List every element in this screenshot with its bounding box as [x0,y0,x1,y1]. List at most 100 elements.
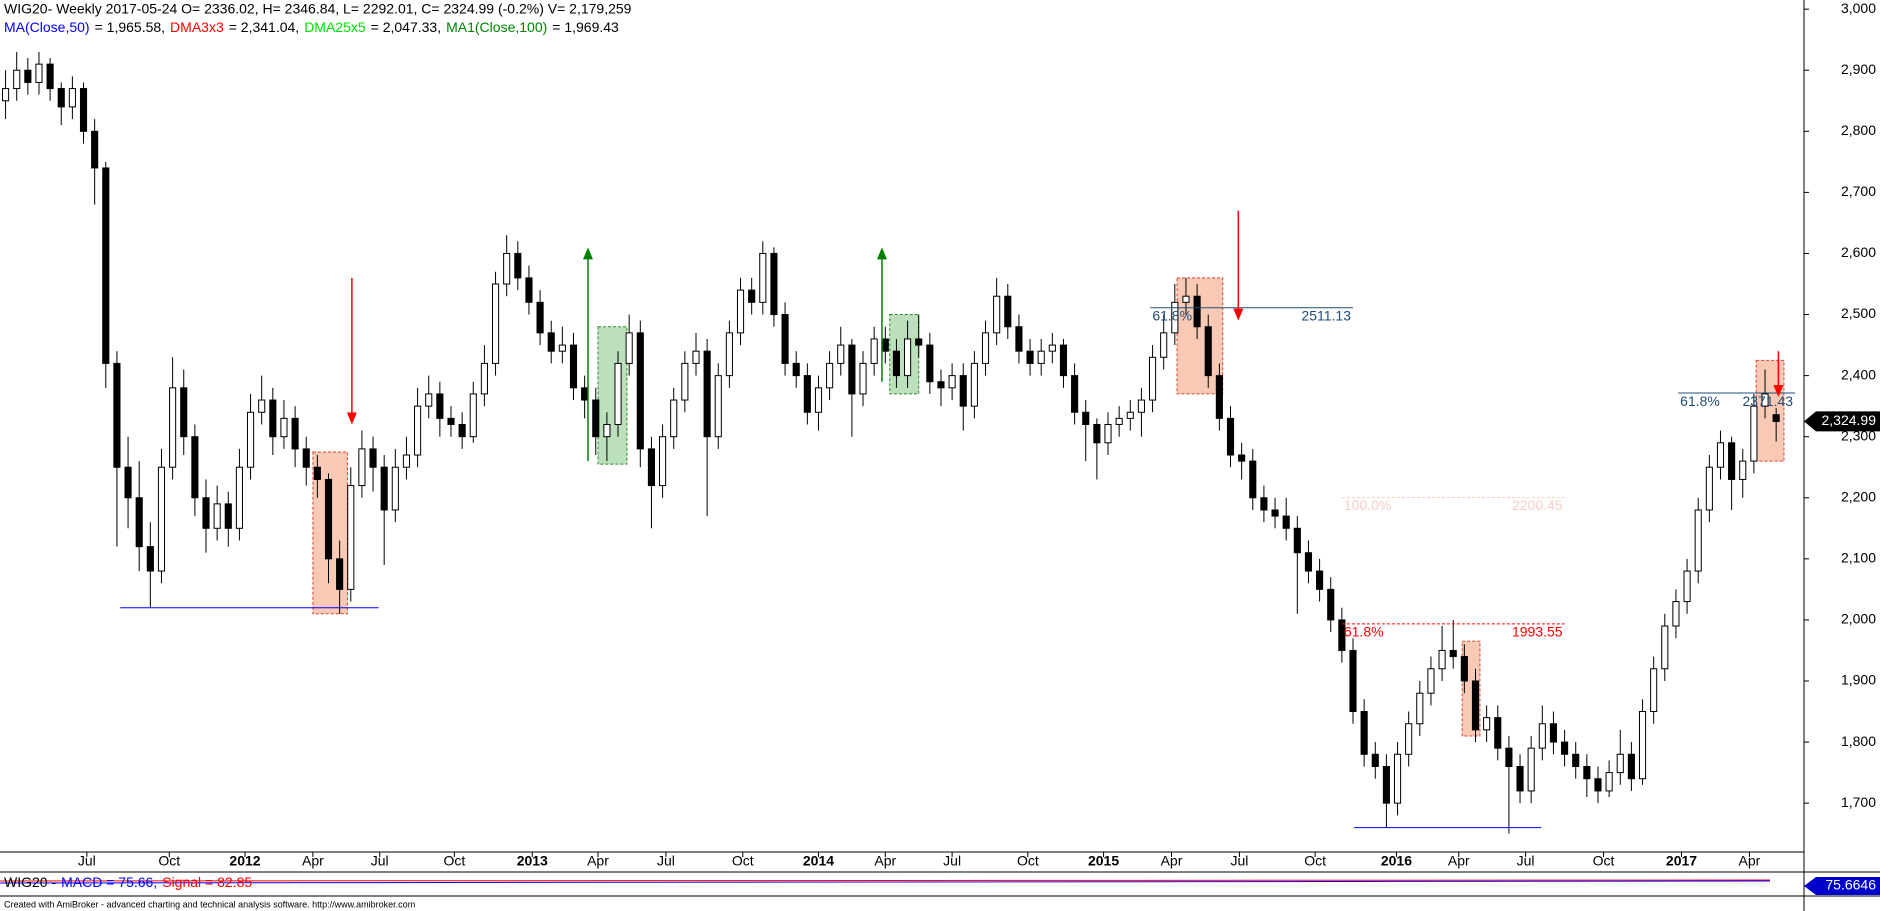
x-tick-label: Jul [943,853,961,869]
candle-body [1627,753,1635,780]
arrow-head [1233,308,1244,321]
candle-body [870,338,878,364]
candle-body [1338,619,1346,651]
candle-body [714,375,722,438]
candle-body [224,503,232,529]
indicator-name: MA(Close,50) [4,19,90,35]
y-tick-label: 2,400 [1841,366,1876,382]
candle-body [68,88,76,108]
candle-body [993,295,1001,334]
x-tick-label: 2014 [803,853,834,869]
candle-body [91,130,99,169]
candle-body [1327,588,1335,621]
macd-tag-label: 75.6646 [1825,877,1876,893]
y-tick-label: 2,700 [1841,183,1876,199]
candle-body [1393,753,1402,804]
candle-body [792,362,800,377]
arrow-head [1773,384,1784,397]
candle-body [848,344,856,395]
macd-signal-line [0,879,1771,882]
candle-body [213,503,221,529]
x-tick-label: Oct [1304,853,1326,869]
candle-body [280,417,288,438]
price-tag-label: 2,324.99 [1822,412,1877,428]
candle-body [781,314,789,364]
candle-body [1716,442,1725,468]
level-label: 61.8% [1680,393,1720,409]
level-label: 61.8% [1344,624,1384,640]
x-tick-label: 2016 [1381,853,1412,869]
candle-body [581,387,589,401]
candle-body [102,167,110,364]
candle-body [135,497,143,548]
footer: Created with AmiBroker - advanced charti… [4,899,415,909]
candle-body [647,448,656,487]
candle-body [313,466,321,480]
macd-header: WIG20 - MACD = 75.66, Signal = 82.85 [4,874,252,890]
x-tick-label: Apr [1739,853,1761,869]
candle-body [235,466,243,529]
macd-line [0,880,1771,884]
zone [597,326,628,465]
candle-body [892,350,900,377]
candle-body [1650,668,1658,713]
level-price: 2200.45 [1512,497,1563,513]
candle-body [57,88,65,108]
candle-body [13,69,21,90]
x-tick-label: Jul [78,853,96,869]
candle-body [1460,656,1468,682]
level-price: 2511.13 [1301,307,1351,323]
candle-body [1115,417,1123,425]
candle-body [180,387,188,438]
candle-body [536,301,544,334]
candle-body [614,362,622,425]
candle-body [881,338,889,352]
candle-body [1371,753,1379,767]
candle-body [1316,570,1324,590]
candle-body [1549,723,1558,743]
candle-body [904,338,912,377]
candle-body [1026,350,1034,364]
candle-body [981,332,990,364]
x-tick-label: Oct [443,853,465,869]
indicator-name: MA1(Close,100) [446,19,547,35]
candle-body [525,277,533,303]
candle-body [959,375,967,407]
candle-body [558,344,566,352]
candle-body [2,88,10,102]
candle-body [113,362,121,468]
candle-body [748,289,756,303]
candle-body [1037,350,1045,364]
candle-body [447,417,455,425]
candle-body [202,497,210,529]
candle-body [1071,375,1079,413]
x-tick-label: Apr [1161,853,1183,869]
candle-body [1059,344,1068,377]
candle-body [1148,356,1157,401]
x-tick-label: 2015 [1088,853,1119,869]
y-tick-label: 2,800 [1841,122,1876,138]
x-tick-label: Jul [371,853,389,869]
candle-body [1427,668,1435,694]
candle-body [770,252,778,316]
x-tick-label: Apr [1448,853,1470,869]
candle-body [336,558,344,590]
x-tick-label: Apr [587,853,609,869]
candle-body [826,362,834,389]
macd-label: Signal = 82.85 [162,874,252,890]
y-tick-label: 1,900 [1841,672,1876,688]
y-tick-label: 2,000 [1841,611,1876,627]
candle-body [1182,295,1190,303]
candle-body [503,252,511,285]
candle-body [1215,375,1223,419]
x-tick-label: Oct [732,853,754,869]
x-tick-label: 2012 [229,853,260,869]
candle-body [391,466,399,511]
x-tick-label: Oct [158,853,180,869]
candle-body [1705,466,1713,511]
y-tick-label: 3,000 [1841,0,1876,16]
candle-body [1505,747,1513,767]
candle-body [725,332,733,377]
candle-body [1126,411,1134,419]
indicator-value: = 1,969.43 [552,19,619,35]
